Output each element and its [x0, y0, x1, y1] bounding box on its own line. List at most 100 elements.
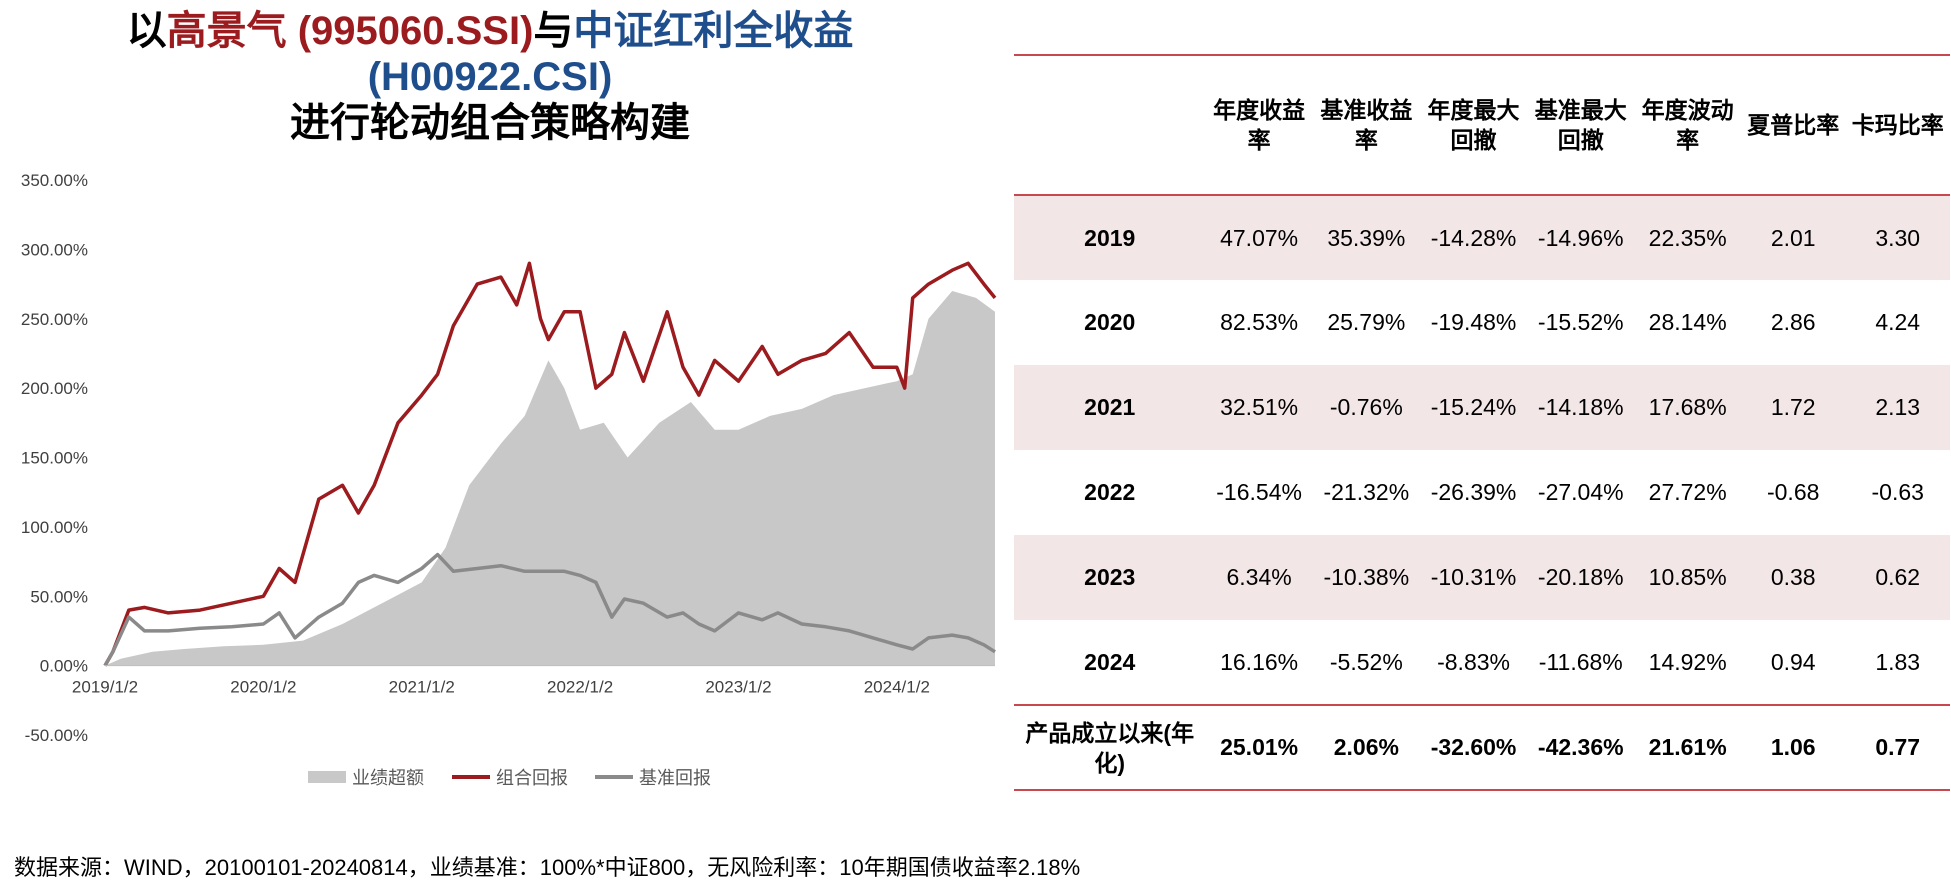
table-cell: 1.72 [1770, 394, 1816, 420]
title-mid: 与 [533, 9, 574, 53]
table-cell: 2.86 [1770, 309, 1816, 335]
column-header: 夏普比率 [1747, 112, 1840, 138]
column-header: 基准最大回撤 [1534, 97, 1627, 153]
table-cell: 10.85% [1648, 564, 1727, 590]
summary-cell: 25.01% [1220, 734, 1299, 760]
table-cell: 47.07% [1220, 224, 1299, 251]
row-year: 2024 [1084, 648, 1136, 675]
summary-cell: -42.36% [1537, 734, 1624, 760]
table-cell: 17.68% [1648, 394, 1727, 420]
table-cell: -20.18% [1537, 564, 1624, 590]
column-header [1014, 55, 1206, 195]
y-tick-label: 300.00% [21, 240, 88, 259]
table-cell: -16.54% [1216, 479, 1302, 505]
table-cell: 28.14% [1648, 309, 1727, 335]
table-summary-row: 产品成立以来(年化) 25.01% 2.06% -32.60% -42.36% 21.61… [1014, 705, 1950, 790]
title-line-2: (H00922.CSI) [367, 55, 613, 99]
column-header: 年度最大回撤 [1427, 97, 1520, 153]
y-tick-label: -50.00% [25, 726, 88, 745]
table-cell: 1.83 [1875, 648, 1921, 675]
title-highlight-benchmark: 中证红利全收益 [573, 9, 854, 53]
summary-label: 产品成立以来(年化) [1025, 719, 1195, 776]
row-year: 2019 [1084, 224, 1136, 251]
y-tick-label: 200.00% [21, 379, 88, 398]
table-cell: -26.39% [1430, 479, 1517, 505]
table-cell: -11.68% [1538, 648, 1623, 675]
row-year: 2022 [1084, 479, 1136, 505]
table-cell: -27.04% [1537, 479, 1624, 505]
summary-cell: 0.77 [1875, 734, 1921, 760]
table-cell: -14.18% [1537, 394, 1624, 420]
table-cell: 2.13 [1875, 394, 1921, 420]
table-cell: 2.01 [1770, 224, 1816, 251]
table-cell: 25.79% [1327, 309, 1406, 335]
table-body: 2019 47.07% 35.39% -14.28% -14.96% 22.35% 2.01… [1014, 195, 1950, 705]
table-cell: -21.32% [1323, 479, 1410, 505]
table-cell: 3.30 [1875, 224, 1921, 251]
title-prefix: 以 [126, 9, 167, 53]
table-header-row: 年度收益率 基准收益率 年度最大回撤 基准最大回撤 年度波动率 夏普比率 卡玛比率 [1014, 55, 1950, 195]
summary-cell: 21.61% [1648, 734, 1727, 760]
row-year: 2023 [1084, 564, 1136, 590]
title-highlight-portfolio: 高景气 (995060.SSI) [166, 9, 534, 53]
table-row: 2023 6.34% -10.38% -10.31% -20.18% 10.85% 0.38… [1014, 535, 1950, 620]
row-year: 2021 [1084, 394, 1136, 420]
table-row: 2019 47.07% 35.39% -14.28% -14.96% 22.35% 2.01… [1014, 195, 1950, 280]
chart-title: 以高景气 (995060.SSI)与中证红利全收益 (H00922.CSI) 进… [80, 8, 900, 146]
column-header: 基准收益率 [1320, 97, 1413, 153]
table-row: 2020 82.53% 25.79% -19.48% -15.52% 28.14% 2.86… [1014, 280, 1950, 365]
legend-label: 业绩超额 [352, 768, 424, 788]
table-cell: -5.52% [1329, 648, 1403, 675]
table-cell: 0.38 [1770, 564, 1816, 590]
series-area-excess [105, 291, 995, 666]
row-year: 2020 [1084, 309, 1136, 335]
y-tick-label: 250.00% [21, 310, 88, 329]
table-row: 2021 32.51% -0.76% -15.24% -14.18% 17.68% 1.72… [1014, 365, 1950, 450]
table-cell: -15.52% [1537, 309, 1624, 335]
column-header: 年度收益率 [1213, 97, 1306, 153]
table-cell: 27.72% [1648, 479, 1727, 505]
table-cell: -14.96% [1537, 224, 1624, 251]
column-header: 年度波动率 [1641, 97, 1734, 153]
table-cell: 14.92% [1648, 648, 1727, 675]
table-row: 2024 16.16% -5.52% -8.83% -11.68% 14.92% 0.94 1… [1014, 620, 1950, 705]
y-tick-label: 0.00% [40, 657, 88, 676]
metrics-table: 年度收益率 基准收益率 年度最大回撤 基准最大回撤 年度波动率 夏普比率 卡玛比率 2019… [1014, 54, 1950, 791]
table-cell: -15.24% [1430, 394, 1517, 420]
summary-cell: 2.06% [1333, 734, 1399, 760]
legend-label: 组合回报 [496, 768, 568, 788]
table-row: 2022 -16.54% -21.32% -26.39% -27.04% 27.72% -0… [1014, 450, 1950, 535]
table-cell: -0.63 [1871, 479, 1924, 505]
y-tick-label: 150.00% [21, 449, 88, 468]
legend-label: 基准回报 [639, 768, 711, 788]
y-tick-label: 100.00% [21, 518, 88, 537]
title-line-3: 进行轮动组合策略构建 [290, 101, 690, 145]
x-tick-label: 2024/1/2 [864, 678, 930, 697]
table-cell: 22.35% [1648, 224, 1727, 251]
table-cell: 35.39% [1327, 224, 1406, 251]
x-tick-label: 2023/1/2 [705, 678, 771, 697]
x-tick-label: 2020/1/2 [230, 678, 296, 697]
x-tick-label: 2021/1/2 [389, 678, 455, 697]
summary-cell: 1.06 [1770, 734, 1816, 760]
table-cell: 16.16% [1220, 648, 1299, 675]
series-line-benchmark [103, 552, 996, 667]
table-cell: 0.62 [1875, 564, 1921, 590]
table-cell: -10.38% [1323, 564, 1410, 590]
table-cell: -14.28% [1430, 224, 1517, 251]
series-line-portfolio [103, 261, 997, 667]
table-cell: 32.51% [1220, 394, 1299, 420]
legend-swatch-excess [308, 771, 346, 783]
table-cell: -0.76% [1329, 394, 1403, 420]
y-tick-label: 50.00% [30, 587, 88, 606]
x-tick-label: 2022/1/2 [547, 678, 613, 697]
source-note: 数据来源：WIND，20100101-20240814，业绩基准：100%*中证… [14, 855, 1081, 880]
x-tick-label: 2019/1/2 [72, 678, 138, 697]
table-cell: 0.94 [1770, 648, 1816, 675]
y-tick-label: 350.00% [21, 171, 88, 190]
table-cell: -10.31% [1430, 564, 1517, 590]
column-header: 卡玛比率 [1851, 112, 1944, 138]
table-cell: -8.83% [1437, 648, 1510, 675]
table-cell: 82.53% [1220, 309, 1299, 335]
table-cell: -19.48% [1430, 309, 1517, 335]
